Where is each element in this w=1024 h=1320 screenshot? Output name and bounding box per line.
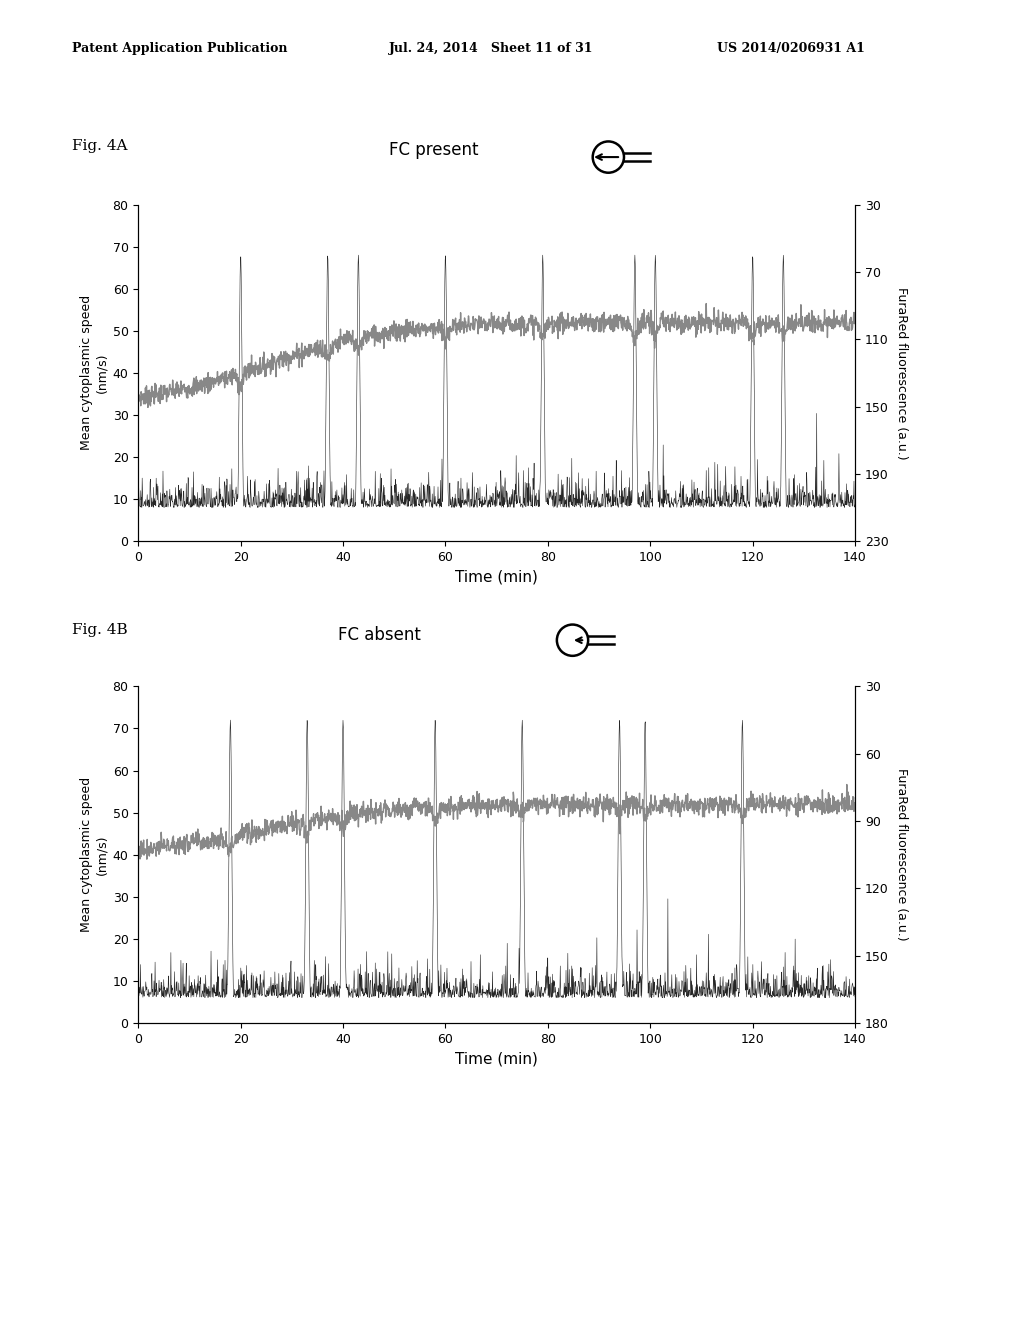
- Text: Patent Application Publication: Patent Application Publication: [72, 42, 287, 55]
- Text: Jul. 24, 2014   Sheet 11 of 31: Jul. 24, 2014 Sheet 11 of 31: [389, 42, 594, 55]
- Y-axis label: FuraRed fluorescence (a.u.): FuraRed fluorescence (a.u.): [895, 768, 908, 941]
- Y-axis label: Mean cytoplasmic speed
(nm/s): Mean cytoplasmic speed (nm/s): [80, 777, 109, 932]
- Text: FC present: FC present: [389, 141, 478, 160]
- Text: Fig. 4B: Fig. 4B: [72, 623, 127, 638]
- Text: US 2014/0206931 A1: US 2014/0206931 A1: [717, 42, 864, 55]
- Text: Fig. 4A: Fig. 4A: [72, 139, 127, 153]
- Text: FC absent: FC absent: [338, 626, 421, 644]
- X-axis label: Time (min): Time (min): [456, 569, 538, 585]
- Y-axis label: Mean cytoplasmic speed
(nm/s): Mean cytoplasmic speed (nm/s): [80, 296, 109, 450]
- X-axis label: Time (min): Time (min): [456, 1051, 538, 1067]
- Y-axis label: FuraRed fluorescence (a.u.): FuraRed fluorescence (a.u.): [895, 286, 908, 459]
